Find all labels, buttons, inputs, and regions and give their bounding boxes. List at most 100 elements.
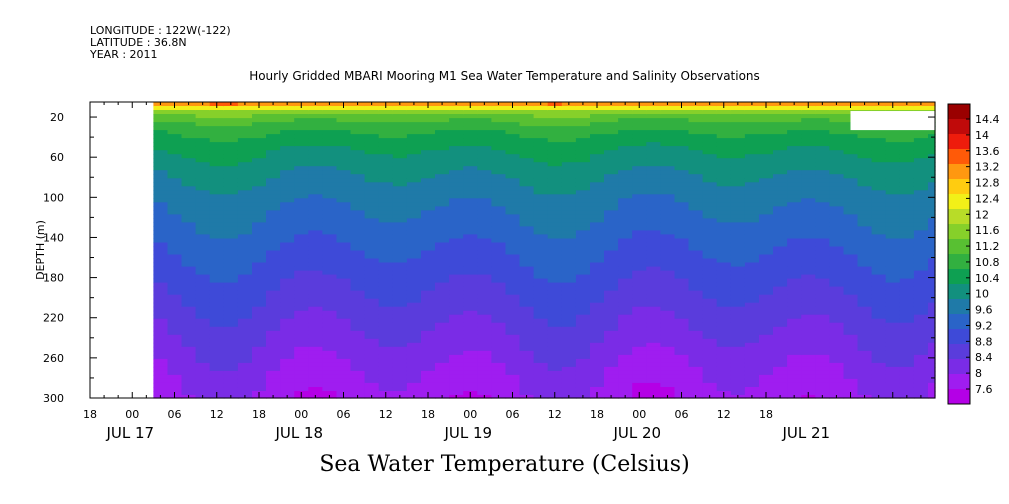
heatmap-cell [857,138,873,143]
heatmap-cell [815,114,830,119]
heatmap-cell [421,150,436,155]
heatmap-cell [378,350,394,356]
heatmap-cell [801,134,816,139]
heatmap-cell [871,178,887,183]
heatmap-cell [702,354,718,360]
heatmap-cell [491,226,507,231]
heatmap-cell [716,130,732,135]
heatmap-cell [730,322,746,328]
heatmap-cell [237,158,253,163]
heatmap-cell [547,154,563,159]
heatmap-cell [463,294,478,300]
heatmap-cell [547,178,563,183]
heatmap-cell [716,350,732,356]
heatmap-cell [350,354,366,360]
heatmap-cell [294,350,309,356]
heatmap-cell [280,222,295,227]
heatmap-cell [646,322,661,328]
heatmap-cell [604,310,619,316]
heatmap-cell [449,342,464,348]
heatmap-cell [280,306,295,312]
heatmap-cell [364,370,380,376]
heatmap-cell [702,106,718,111]
heatmap-cell [322,370,338,376]
heatmap-cell [871,346,887,352]
heatmap-cell [449,338,464,344]
heatmap-cell [463,190,478,195]
heatmap-cell [843,326,859,332]
heatmap-cell [575,150,591,155]
heatmap-cell [477,154,492,159]
heatmap-cell [364,306,380,312]
heatmap-cell [871,270,887,276]
heatmap-cell [913,370,929,376]
heatmap-cell [181,266,197,272]
heatmap-cell [406,290,422,296]
heatmap-cell [688,230,704,235]
heatmap-cell [759,154,774,159]
heatmap-cell [843,218,859,223]
heatmap-cell [899,202,915,207]
heatmap-cell [435,282,450,288]
heatmap-cell [787,190,802,195]
heatmap-cell [773,314,788,320]
heatmap-cell [829,206,845,211]
heatmap-cell [730,126,746,131]
heatmap-cell [716,178,732,183]
heatmap-cell [829,142,845,147]
heatmap-cell [660,214,676,219]
heatmap-cell [843,266,859,272]
heatmap-cell [322,206,338,211]
heatmap-cell [857,106,873,111]
heatmap-cell [815,286,830,292]
heatmap-cell [449,246,464,252]
heatmap-cell [674,382,690,388]
heatmap-cell [716,254,732,260]
heatmap-cell [632,158,647,163]
x-tick-label: 18 [759,408,773,421]
heatmap-cell [702,370,718,376]
heatmap-cell [167,214,183,219]
heatmap-cell [435,186,450,191]
heatmap-cell [575,222,591,227]
heatmap-cell [294,170,309,175]
heatmap-cell [575,146,591,151]
heatmap-cell [195,298,211,304]
colorbar-label: 8.4 [975,351,993,364]
heatmap-cell [885,242,901,248]
heatmap-cell [646,294,661,300]
heatmap-cell [350,230,366,235]
heatmap-cell [843,202,859,207]
heatmap-cell [604,178,619,183]
heatmap-cell [505,162,521,167]
heatmap-cell [153,387,169,392]
heatmap-cell [618,246,633,252]
heatmap-cell [801,214,816,219]
heatmap-cell [209,382,225,388]
heatmap-cell [280,274,295,280]
heatmap-cell [181,338,197,344]
heatmap-cell [533,238,549,244]
heatmap-cell [421,218,436,223]
heatmap-cell [252,306,267,312]
heatmap-cell [364,158,380,163]
heatmap-cell [674,210,690,215]
heatmap-cell [364,391,380,396]
heatmap-cell [716,298,732,304]
heatmap-cell [787,206,802,211]
heatmap-cell [646,330,661,336]
heatmap-cell [801,374,816,380]
heatmap-cell [730,134,746,139]
heatmap-cell [266,250,281,256]
heatmap-cell [505,322,521,328]
heatmap-cell [364,118,380,123]
heatmap-cell [223,122,239,127]
heatmap-cell [730,142,746,147]
heatmap-cell [547,162,563,167]
colorbar-band [948,104,970,120]
heatmap-cell [237,162,253,167]
heatmap-cell [829,310,845,316]
heatmap-cell [899,166,915,171]
heatmap-cell [350,270,366,276]
